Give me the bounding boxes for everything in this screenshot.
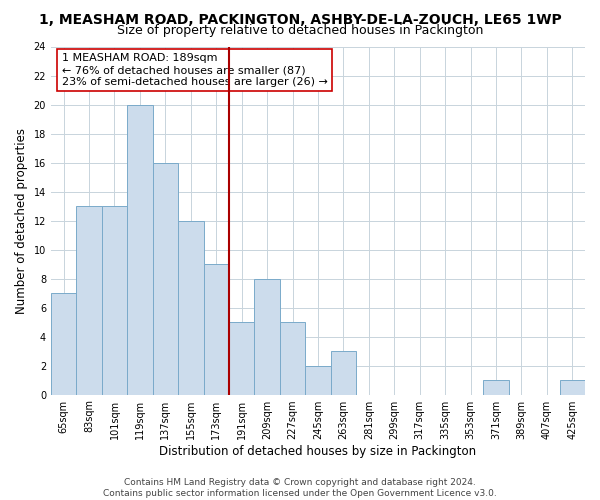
Y-axis label: Number of detached properties: Number of detached properties <box>15 128 28 314</box>
Bar <box>254 278 280 394</box>
Bar <box>76 206 102 394</box>
Text: 1, MEASHAM ROAD, PACKINGTON, ASHBY-DE-LA-ZOUCH, LE65 1WP: 1, MEASHAM ROAD, PACKINGTON, ASHBY-DE-LA… <box>38 12 562 26</box>
Bar <box>280 322 305 394</box>
Bar <box>560 380 585 394</box>
Bar <box>229 322 254 394</box>
Bar <box>152 162 178 394</box>
X-axis label: Distribution of detached houses by size in Packington: Distribution of detached houses by size … <box>160 444 476 458</box>
Bar <box>102 206 127 394</box>
Bar <box>178 220 203 394</box>
Text: Size of property relative to detached houses in Packington: Size of property relative to detached ho… <box>117 24 483 37</box>
Bar <box>127 104 152 395</box>
Bar <box>483 380 509 394</box>
Text: 1 MEASHAM ROAD: 189sqm
← 76% of detached houses are smaller (87)
23% of semi-det: 1 MEASHAM ROAD: 189sqm ← 76% of detached… <box>62 54 328 86</box>
Bar <box>305 366 331 394</box>
Bar <box>331 351 356 395</box>
Bar <box>51 293 76 394</box>
Bar <box>203 264 229 394</box>
Text: Contains HM Land Registry data © Crown copyright and database right 2024.
Contai: Contains HM Land Registry data © Crown c… <box>103 478 497 498</box>
